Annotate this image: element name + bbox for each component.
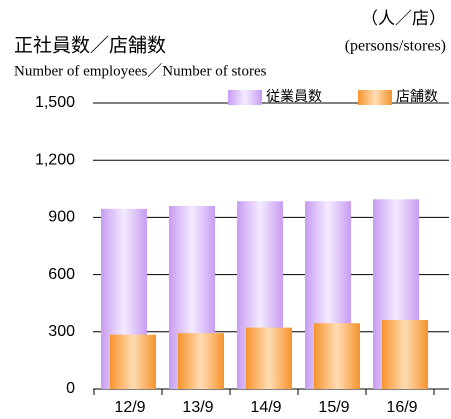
bar bbox=[178, 333, 224, 389]
legend-swatch bbox=[358, 90, 392, 105]
unit-label: （人／店） bbox=[361, 9, 446, 28]
x-tick-label: 12/9 bbox=[114, 399, 145, 416]
y-tick-label: 1,200 bbox=[35, 151, 75, 168]
y-tick-label: 900 bbox=[48, 209, 75, 226]
x-tick-label: 16/9 bbox=[386, 399, 417, 416]
y-tick-label: 600 bbox=[48, 266, 75, 283]
bar bbox=[314, 323, 360, 389]
chart-subtitle: Number of employees／Number of stores bbox=[14, 62, 267, 79]
legend-label: 店舗数 bbox=[396, 89, 438, 105]
y-tick-label: 1,500 bbox=[35, 94, 75, 111]
legend-label: 従業員数 bbox=[266, 89, 322, 105]
x-tick-label: 14/9 bbox=[250, 399, 281, 416]
bar bbox=[246, 327, 292, 389]
chart-title: 正社員数／店舗数 bbox=[14, 34, 166, 56]
legend-swatch bbox=[228, 90, 262, 105]
unit-label-en: (persons/stores) bbox=[345, 38, 446, 55]
y-tick-label: 300 bbox=[48, 323, 75, 340]
x-tick-label: 13/9 bbox=[182, 399, 213, 416]
bar bbox=[110, 334, 156, 389]
x-tick-label: 15/9 bbox=[318, 399, 349, 416]
bar bbox=[382, 319, 428, 389]
y-tick-label: 0 bbox=[66, 380, 75, 397]
